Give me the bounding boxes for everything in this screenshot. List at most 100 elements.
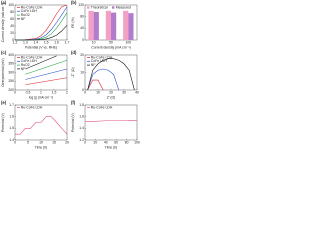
data-line [25, 68, 68, 80]
data-line [87, 79, 104, 91]
x-tick-label: 100 [125, 40, 131, 44]
legend-label: Ru-CoFe LDH [21, 5, 43, 9]
x-tick-label: 5 [27, 140, 29, 144]
y-axis-label: Overpotential (mV) [1, 58, 5, 86]
x-tick-label: 0 [14, 140, 16, 144]
bar [105, 10, 111, 41]
y-tick-label: 1.6 [79, 115, 84, 119]
x-tick-label: 20 [109, 90, 113, 94]
x-tick-label: 1.5 [52, 90, 57, 94]
bar [93, 12, 99, 40]
x-tick-label: 0.5 [26, 90, 31, 94]
panel-label: (a) [1, 0, 7, 5]
y-tick-label: 1.2 [79, 138, 84, 142]
x-axis-label: Z' (Ω) [107, 95, 115, 99]
y-tick-label: 1.4 [79, 126, 84, 130]
y-axis-label: -Z'' (Ω) [71, 67, 75, 77]
plot-frame [84, 104, 138, 141]
y-tick-label: 1.7 [9, 103, 14, 107]
data-line [15, 116, 68, 135]
y-tick-label: 40 [80, 26, 84, 30]
y-tick-label: 80 [80, 15, 84, 19]
y-tick-label: 0 [12, 38, 14, 42]
y-tick-label: 40 [10, 24, 14, 28]
panel-label: (f) [71, 100, 76, 105]
panel: (b) 0 40 80 120 Current density (mA cm⁻²) FE (… [71, 0, 138, 49]
x-tick-label: 20 [94, 140, 98, 144]
page: {"chart_data": [ {"type": "line", "label… [0, 0, 140, 150]
x-tick-label: 60 [114, 140, 118, 144]
y-tick-label: 0 [82, 88, 84, 92]
panel-label: (c) [1, 50, 7, 55]
legend-label: RuO2 [21, 13, 30, 17]
y-tick-label: 1.5 [9, 126, 14, 130]
y-tick-label: 0 [82, 38, 84, 42]
y-axis-label: Potential (V) [1, 113, 5, 132]
panel-label: (b) [71, 0, 77, 5]
y-axis-label: Potential (V) [71, 113, 75, 132]
y-tick-label: 350 [8, 62, 14, 66]
bar [123, 10, 129, 41]
x-tick-label: 1.3 [23, 40, 28, 44]
y-axis-label: FE (%) [71, 17, 75, 28]
y-tick-label: 400 [8, 53, 14, 57]
x-tick-label: 10 [96, 90, 100, 94]
x-axis-label: Time (h) [105, 145, 118, 149]
data-line [87, 58, 135, 91]
legend-label: NF [21, 67, 26, 71]
legend-swatch [112, 6, 115, 9]
legend-swatch [87, 6, 90, 9]
y-tick-label: 200 [8, 88, 14, 92]
x-tick-label: 100 [134, 140, 140, 144]
x-tick-label: 1 [40, 90, 42, 94]
data-line [25, 77, 68, 86]
x-tick-label: 80 [125, 140, 129, 144]
legend-label: Ru-CoFe LDH [21, 55, 43, 59]
y-tick-label: 80 [10, 10, 14, 14]
y-tick-label: 1.6 [9, 115, 14, 119]
legend-label: Ru-CoFe LDH [91, 105, 113, 109]
x-tick-label: 30 [122, 90, 126, 94]
x-axis-label: log |j| (mA cm⁻²) [29, 95, 53, 99]
legend-label: Theoretical [91, 5, 108, 9]
x-axis-label: Potential (V vs. RHE) [25, 45, 57, 49]
y-tick-label: 1.4 [9, 138, 14, 142]
panel-label: (d) [71, 50, 77, 55]
legend-label: CoFe LDH [91, 59, 108, 63]
legend-label: CoFe LDH [21, 9, 38, 13]
x-tick-label: 1.2 [13, 40, 18, 44]
y-tick-label: 10 [80, 70, 84, 74]
data-line [14, 4, 68, 41]
x-axis-label: Current density (mA cm⁻²) [91, 45, 130, 49]
legend-label: CoFe LDH [21, 59, 38, 63]
legend-label: RuO2 [21, 63, 30, 67]
data-line [25, 55, 57, 70]
legend-label: Ru-CoFe LDH [91, 55, 113, 59]
x-tick-label: 1.6 [54, 40, 59, 44]
x-tick-label: 50 [109, 40, 113, 44]
panel: (e) 1.4 1.5 1.6 1.7 Time (h) Potential (V) Ru-C… [1, 100, 69, 149]
x-tick-label: 2 [66, 90, 68, 94]
y-tick-label: 20 [10, 31, 14, 35]
legend-label: NF [21, 17, 26, 21]
bar [128, 13, 134, 40]
x-tick-label: 0 [84, 90, 86, 94]
y-tick-label: 120 [78, 3, 84, 7]
data-line [85, 119, 138, 122]
x-tick-label: 0 [84, 140, 86, 144]
y-tick-label: 250 [8, 79, 14, 83]
y-tick-label: 300 [8, 70, 14, 74]
panel: (c) 200 250 300 350 400 log |j| (mA cm⁻²) Overp… [1, 50, 68, 99]
legend-label: Measured [116, 5, 131, 9]
x-tick-label: 1.7 [65, 40, 70, 44]
data-line [25, 59, 68, 75]
legend-label: Ru-CoFe LDH [21, 105, 43, 109]
y-tick-label: 60 [10, 17, 14, 21]
y-tick-label: 100 [8, 3, 14, 7]
x-tick-label: 20 [65, 140, 69, 144]
y-tick-label: 20 [80, 53, 84, 57]
x-tick-label: 10 [39, 140, 43, 144]
plot-frame [14, 4, 68, 41]
